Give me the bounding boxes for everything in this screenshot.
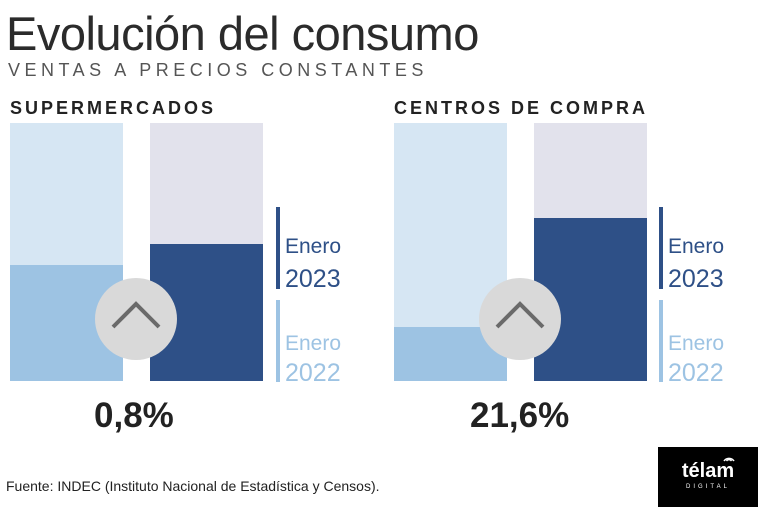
legend-label-2022: Enero [668,332,725,355]
chevron-up-icon [495,301,545,329]
bar-enero-2022 [394,123,507,381]
page-subtitle: VENTAS A PRECIOS CONSTANTES [8,60,428,80]
legend-label-2023: Enero [285,235,342,258]
logo-subtext: DIGITAL [686,484,730,490]
increase-arrow-badge [95,278,177,360]
legend-swatch-2022 [659,300,663,382]
legend-swatch-2022 [276,300,280,382]
legend-year-2022: 2022 [285,359,341,387]
legend-year-2023: 2023 [668,265,724,293]
legend-year-2023: 2023 [285,265,341,293]
legend-swatch-2023 [659,207,663,289]
legend-year-2022: 2022 [668,359,724,387]
chevron-up-icon [111,301,161,329]
page-title: Evolución del consumo [6,7,479,60]
panel-title: SUPERMERCADOS [10,98,217,118]
signal-icon [723,457,735,462]
logo-text: télam [681,460,735,482]
legend-label-2022: Enero [285,332,342,355]
legend-label-2023: Enero [668,235,725,258]
panel-title: CENTROS DE COMPRA [394,98,649,118]
legend-swatch-2023 [276,207,280,289]
telam-logo: télam DIGITAL [658,447,758,507]
change-value: 21,6% [470,396,570,435]
source-note: Fuente: INDEC (Instituto Nacional de Est… [6,478,380,494]
change-value: 0,8% [94,396,174,435]
increase-arrow-badge [479,278,561,360]
